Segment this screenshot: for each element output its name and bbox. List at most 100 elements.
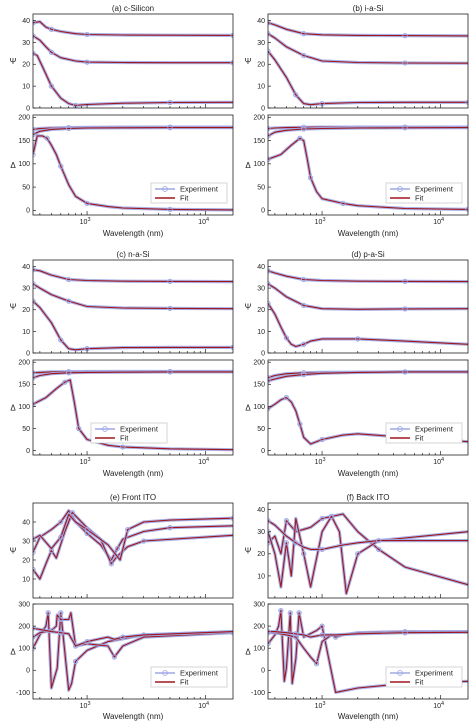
y-axis-label: Ψ <box>245 57 252 66</box>
x-tick-exponent: 4 <box>441 701 444 707</box>
experiment-marker <box>167 206 173 213</box>
experiment-marker <box>402 125 408 131</box>
y-axis-label: Δ <box>245 648 251 657</box>
plot-frame <box>32 13 234 109</box>
experiment-marker <box>268 375 271 381</box>
series-group <box>33 20 233 108</box>
x-tick-label: 104 <box>198 457 209 466</box>
fit-series-1 <box>33 35 233 64</box>
series-group <box>268 124 468 213</box>
y-tick-label: 300 <box>18 601 30 608</box>
fit-series-0 <box>268 270 468 283</box>
experiment-series-0 <box>33 268 233 284</box>
experiment-marker <box>167 124 173 131</box>
psi-plot-3: 0 10 20 30 40 Ψ <box>245 259 469 357</box>
experiment-marker <box>340 200 346 207</box>
y-tick-label: 30 <box>257 40 265 47</box>
fit-series-2 <box>268 303 468 348</box>
y-tick-label: 40 <box>257 507 265 514</box>
y-tick-label: 30 <box>22 286 30 293</box>
series-group <box>268 607 468 695</box>
experiment-marker <box>402 278 408 285</box>
x-tick-label: 104 <box>198 701 209 710</box>
fit-series-0 <box>33 21 233 36</box>
fit-series-1 <box>268 515 468 595</box>
experiment-marker <box>319 436 325 443</box>
legend-experiment-label: Experiment <box>415 669 454 678</box>
experiment-marker <box>33 625 36 631</box>
y-axis-label: Δ <box>10 161 16 170</box>
experiment-marker <box>58 337 64 343</box>
x-tick-exponent: 3 <box>322 457 325 463</box>
experiment-marker <box>69 509 75 516</box>
plot-frame <box>267 114 469 216</box>
y-tick-label: 200 <box>18 623 30 630</box>
y-tick-label: 20 <box>257 307 265 314</box>
y-axis-label: Ψ <box>10 57 17 66</box>
psi-plot-0: 0 10 20 30 40 Ψ <box>10 13 234 112</box>
experiment-marker <box>230 32 233 39</box>
y-tick-label: 150 <box>18 382 30 389</box>
experiment-marker <box>402 32 408 39</box>
y-tick-label: 10 <box>22 576 30 583</box>
experiment-marker <box>301 52 307 59</box>
experiment-marker <box>72 658 79 665</box>
plot-frame <box>32 502 234 599</box>
experiment-marker <box>167 99 173 106</box>
fit-series-2 <box>268 50 468 106</box>
y-tick-label: 100 <box>253 161 265 168</box>
x-tick-exponent: 4 <box>206 457 209 463</box>
legend-fit-label: Fit <box>180 678 189 687</box>
fit-series-1 <box>268 371 468 382</box>
series-group <box>268 20 468 107</box>
y-axis-label: Δ <box>245 161 251 170</box>
experiment-marker <box>33 50 36 56</box>
y-tick-label: 10 <box>257 329 265 336</box>
plot-frame <box>267 502 469 599</box>
x-axis-label: Wavelength (nm) <box>103 469 164 478</box>
x-tick-label: 103 <box>80 457 91 466</box>
series-group <box>33 509 233 581</box>
experiment-marker <box>268 628 271 635</box>
fit-series-1 <box>268 127 468 137</box>
y-axis-label: Δ <box>245 404 251 413</box>
fit-series-1 <box>268 33 468 64</box>
plot-frame <box>32 359 234 456</box>
delta-plot-0: 0 50 100 150 200 Δ 103 104 Wavelength (nm) Experi… <box>10 114 234 238</box>
legend-experiment-label: Experiment <box>120 425 159 434</box>
y-tick-label: 10 <box>257 573 265 580</box>
experiment-marker <box>48 49 55 55</box>
x-axis-label: Wavelength (nm) <box>338 469 399 478</box>
panel-title-2: (c) n-a-Si <box>117 250 150 259</box>
fit-series-2 <box>268 520 468 550</box>
y-tick-label: 30 <box>22 538 30 545</box>
legend-experiment-label: Experiment <box>180 185 219 194</box>
y-tick-label: 50 <box>257 426 265 433</box>
fit-series-0 <box>33 269 233 283</box>
psi-plot-2: 0 10 20 30 40 Ψ <box>10 259 234 357</box>
x-axis-label: Wavelength (nm) <box>338 712 399 721</box>
experiment-marker <box>120 634 126 640</box>
experiment-marker <box>58 616 64 623</box>
experiment-marker <box>268 156 271 162</box>
series-group <box>268 369 468 446</box>
x-tick-exponent: 3 <box>322 701 325 707</box>
y-axis-label: Ψ <box>245 303 252 312</box>
experiment-marker <box>33 370 36 376</box>
y-axis-label: Ψ <box>245 547 252 556</box>
y-tick-label: 200 <box>18 115 30 122</box>
experiment-marker <box>76 425 82 432</box>
x-axis-label: Wavelength (nm) <box>103 712 164 721</box>
panel-title-0: (a) c-Silicon <box>112 4 154 13</box>
y-tick-label: 300 <box>253 601 265 608</box>
experiment-series-1 <box>33 282 233 311</box>
y-tick-label: 30 <box>22 40 30 47</box>
y-tick-label: 0 <box>26 448 30 455</box>
experiment-marker <box>319 546 325 553</box>
psi-plot-5: 10 20 30 40 Ψ <box>245 502 469 599</box>
x-tick-label: 104 <box>198 217 209 226</box>
experiment-marker <box>84 31 90 38</box>
y-tick-label: 20 <box>22 557 30 564</box>
